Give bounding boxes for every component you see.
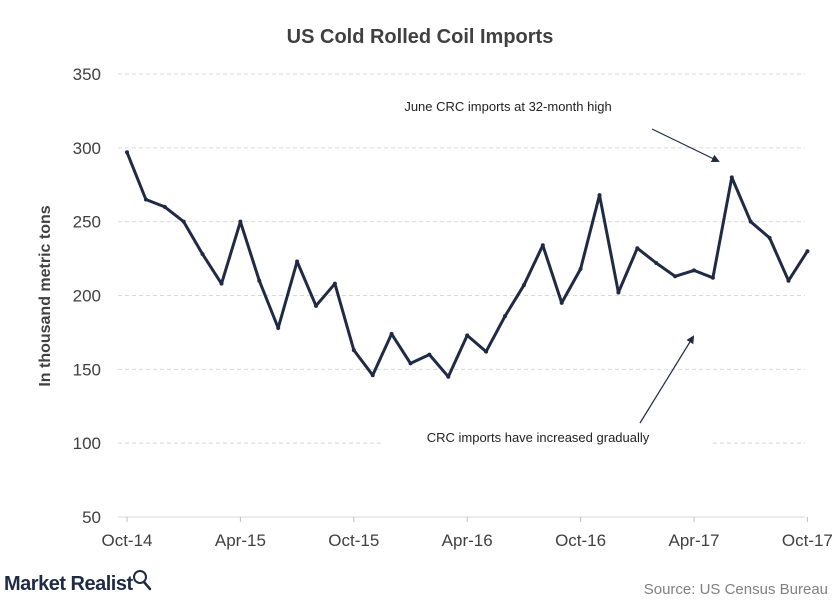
data-point — [257, 278, 262, 283]
data-point — [427, 352, 432, 357]
data-point — [748, 219, 753, 224]
annotation-increase-arrow — [639, 335, 695, 424]
series-line — [125, 150, 809, 379]
data-point — [805, 249, 810, 254]
source-note: Source: US Census Bureau — [644, 581, 828, 598]
data-point — [521, 283, 526, 288]
data-point — [673, 274, 678, 279]
data-point — [729, 175, 734, 180]
data-point — [465, 333, 470, 338]
data-point — [786, 278, 791, 283]
data-point — [578, 266, 583, 271]
annotation-bg — [383, 424, 713, 450]
y-tick-label: 50 — [82, 508, 101, 527]
x-tick-label: Oct-14 — [101, 531, 152, 550]
data-point — [162, 204, 167, 209]
x-axis: Oct-14 Apr-15 Oct-15 Apr-16 Oct-16 Apr-17 Oct-… — [101, 516, 833, 550]
y-tick-label: 100 — [73, 434, 101, 453]
data-point — [597, 193, 602, 198]
data-point — [238, 219, 243, 224]
logo-magnifier-icon — [133, 570, 147, 584]
y-axis-ticks: 50 100 150 200 250 300 350 — [73, 65, 101, 527]
y-tick-label: 350 — [73, 65, 101, 84]
y-tick-label: 150 — [73, 360, 101, 379]
logo-magnifier-handle — [142, 580, 152, 591]
data-point — [295, 259, 300, 264]
data-point — [635, 246, 640, 251]
data-point — [351, 348, 356, 353]
x-tick-label: Apr-15 — [215, 531, 266, 550]
annotation-high: June CRC imports at 32-month high — [404, 99, 611, 114]
market-realist-logo: Market Realist — [4, 570, 152, 595]
y-tick-label: 250 — [73, 213, 101, 232]
x-tick-label: Oct-17 — [782, 531, 833, 550]
data-point — [143, 197, 148, 202]
data-point — [314, 303, 318, 308]
data-point — [484, 349, 489, 354]
data-point — [692, 268, 696, 273]
x-tick-label: Apr-16 — [442, 531, 493, 550]
data-point — [710, 275, 715, 280]
data-point — [503, 314, 507, 319]
logo-text: Market Realist — [4, 573, 133, 595]
chart-title: US Cold Rolled Coil Imports — [287, 26, 554, 48]
data-point — [181, 219, 186, 224]
data-point — [332, 281, 337, 286]
data-point — [219, 281, 224, 286]
data-point — [125, 150, 129, 155]
y-tick-label: 200 — [73, 287, 101, 306]
data-point — [654, 261, 659, 266]
data-point — [389, 331, 394, 336]
y-axis-label: In thousand metric tons — [37, 205, 54, 386]
data-point — [370, 373, 375, 378]
annotation-increase: CRC imports have increased gradually — [427, 430, 650, 445]
data-point — [540, 243, 545, 248]
x-tick-label: Oct-16 — [555, 531, 606, 550]
data-point — [446, 374, 451, 379]
gridlines — [118, 73, 805, 444]
y-tick-label: 300 — [73, 139, 101, 158]
x-tick-label: Apr-17 — [668, 531, 719, 550]
data-point — [616, 290, 621, 295]
data-point — [200, 252, 205, 257]
data-points — [125, 150, 810, 379]
data-point — [276, 325, 281, 330]
x-tick-label: Oct-15 — [328, 531, 379, 550]
data-point — [408, 361, 413, 366]
data-point — [767, 235, 772, 240]
annotation-high-arrow — [651, 128, 720, 162]
data-point — [559, 300, 564, 305]
